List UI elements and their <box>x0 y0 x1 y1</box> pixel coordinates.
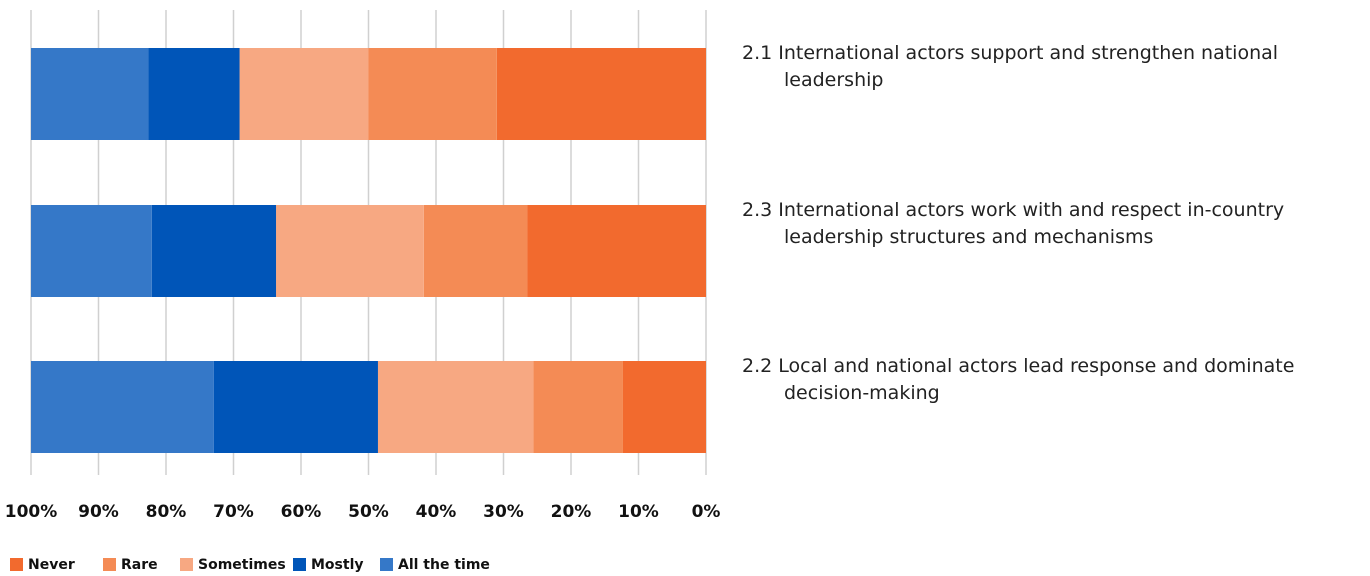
bar-segment <box>377 361 534 453</box>
x-tick-label: 80% <box>146 502 187 522</box>
bar-segment <box>151 205 277 297</box>
bar-segment <box>31 205 152 297</box>
legend-label: Rare <box>121 557 158 573</box>
bar-segment <box>148 48 240 140</box>
x-tick-label: 60% <box>281 502 322 522</box>
bar-segment <box>496 48 706 140</box>
legend-swatch <box>293 558 306 571</box>
legend-label: All the time <box>398 557 490 573</box>
x-tick-label: 90% <box>78 502 119 522</box>
bar-segment <box>31 361 214 453</box>
legend-swatch <box>180 558 193 571</box>
category-label: 2.3 International actors work with and r… <box>742 199 1285 248</box>
bar-segment <box>276 205 424 297</box>
category-label: 2.1 International actors support and str… <box>742 42 1279 91</box>
bar-segment <box>622 361 706 453</box>
bar-segment <box>213 361 378 453</box>
x-tick-label: 70% <box>213 502 254 522</box>
legend-label: Mostly <box>311 557 364 573</box>
bar-segment <box>31 48 149 140</box>
x-tick-label: 50% <box>348 502 389 522</box>
bar-segment <box>533 361 623 453</box>
legend-label: Sometimes <box>198 557 286 573</box>
x-tick-label: 40% <box>416 502 457 522</box>
bar-segment <box>423 205 528 297</box>
x-tick-label: 30% <box>483 502 524 522</box>
legend-swatch <box>380 558 393 571</box>
bar-segment <box>239 48 369 140</box>
x-tick-label: 100% <box>5 502 58 522</box>
legend-swatch <box>10 558 23 571</box>
category-label: 2.2 Local and national actors lead respo… <box>742 355 1295 404</box>
x-tick-label: 0% <box>692 502 721 522</box>
x-tick-label: 10% <box>618 502 659 522</box>
legend-label: Never <box>28 557 75 573</box>
legend-swatch <box>103 558 116 571</box>
bar-segment <box>368 48 497 140</box>
x-tick-label: 20% <box>551 502 592 522</box>
bar-segment <box>527 205 706 297</box>
